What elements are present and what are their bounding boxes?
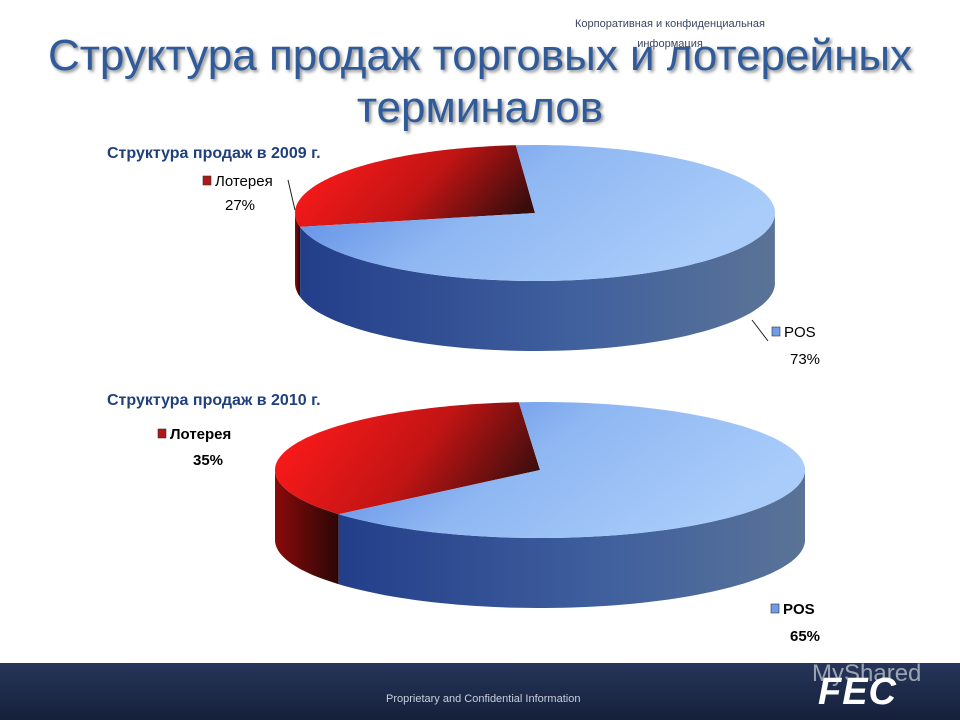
legend-swatch	[157, 428, 167, 439]
slice-label: POS	[784, 324, 816, 341]
slide-title: Структура продаж торговых и лотерейных т…	[48, 31, 912, 132]
pie-slice-pos	[300, 145, 775, 281]
footer-confidential-text: Корпоративная и конфиденциальная информа…	[575, 18, 765, 50]
slice-label: Лотерея	[215, 173, 273, 190]
company-logo: FEC	[818, 671, 897, 713]
pie-charts: Лотерея 27% POS 73% Лотерея 35% POS 65%	[157, 145, 820, 645]
pie-side-pos	[300, 215, 775, 351]
legend-swatch	[202, 175, 212, 186]
chart-1-title: Структура продаж в 2009 г.	[107, 145, 321, 162]
pie-slice-lottery	[275, 402, 540, 515]
footer-bar: Proprietary and Confidential Information	[0, 663, 960, 720]
chart-2-title: Структура продаж в 2010 г.	[107, 392, 321, 409]
slice-label: POS	[783, 601, 815, 618]
slice-value-label: 73%	[790, 351, 820, 368]
pie-slice-pos	[338, 402, 805, 538]
footer-proprietary-text: Proprietary and Confidential Information	[386, 693, 581, 705]
pie-2009: Лотерея 27% POS 73%	[202, 145, 820, 368]
leader-line	[751, 319, 769, 342]
pie-side-pos	[338, 471, 805, 608]
pie-2010: Лотерея 35% POS 65%	[157, 402, 820, 645]
leader-line	[287, 179, 296, 211]
legend-swatch	[770, 603, 780, 614]
slice-value-label: 65%	[790, 628, 820, 645]
legend-swatch	[771, 326, 781, 337]
slice-value-label: 27%	[225, 197, 255, 214]
pie-side-лотерея	[275, 470, 339, 585]
pie-side-лотерея	[295, 213, 301, 297]
watermark-text: MyShared	[812, 660, 922, 687]
pie-slice-lottery	[295, 145, 535, 227]
slice-value-label: 35%	[193, 452, 223, 469]
slice-label: Лотерея	[170, 426, 231, 443]
